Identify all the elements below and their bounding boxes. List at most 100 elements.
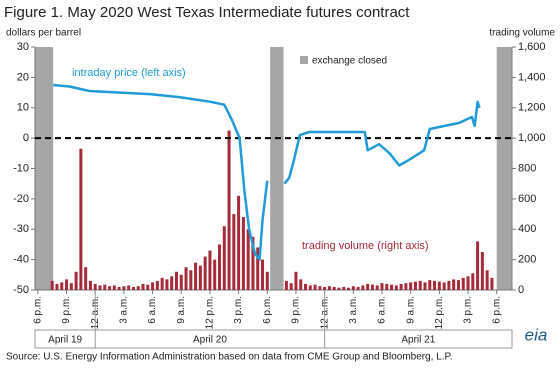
volume-bar bbox=[136, 286, 140, 290]
volume-bar bbox=[146, 284, 150, 290]
volume-bar bbox=[112, 285, 116, 290]
volume-bar bbox=[332, 286, 336, 290]
y-tick-label: 30 bbox=[17, 41, 29, 53]
y-tick-label: -20 bbox=[13, 193, 29, 205]
volume-bar bbox=[485, 270, 489, 290]
volume-bar bbox=[108, 286, 112, 290]
volume-bar bbox=[98, 285, 102, 290]
y2-tick-label: 1,200 bbox=[518, 102, 546, 114]
y2-tick-label: 800 bbox=[518, 162, 536, 174]
volume-bar bbox=[394, 285, 398, 290]
y2-tick-label: 1,000 bbox=[518, 132, 546, 144]
volume-bar bbox=[480, 252, 484, 290]
volume-bar bbox=[423, 282, 427, 290]
closed-band bbox=[496, 47, 512, 290]
volume-bar bbox=[471, 273, 475, 290]
series-annotation: trading volume (right axis) bbox=[302, 240, 429, 252]
chart-title: Figure 1. May 2020 West Texas Intermedia… bbox=[4, 4, 410, 21]
volume-bar bbox=[289, 283, 293, 290]
closed-band bbox=[35, 47, 54, 290]
volume-bar bbox=[222, 226, 226, 290]
x-tick-label: 9 a.m. bbox=[405, 296, 416, 324]
volume-bar bbox=[327, 286, 331, 290]
volume-bar bbox=[194, 262, 198, 290]
x-tick-label: 9 p.m. bbox=[61, 296, 72, 324]
volume-bar bbox=[179, 274, 183, 290]
volume-bar bbox=[375, 285, 379, 290]
price-line bbox=[53, 83, 481, 261]
x-tick-label: 12 p.m. bbox=[205, 296, 216, 329]
volume-bar bbox=[217, 244, 221, 290]
volume-bar bbox=[60, 282, 64, 290]
x-tick-label: 3 a.m. bbox=[348, 296, 359, 324]
volume-bar bbox=[356, 286, 360, 290]
x-tick-label: 9 p.m. bbox=[291, 296, 302, 324]
volume-bar bbox=[461, 277, 465, 290]
closed-band bbox=[270, 47, 284, 290]
x-tick-label: 3 p.m. bbox=[233, 296, 244, 324]
volume-bar bbox=[452, 279, 456, 290]
volume-bar bbox=[151, 282, 155, 290]
volume-bar bbox=[366, 283, 370, 290]
volume-bar bbox=[456, 280, 460, 290]
volume-bar bbox=[428, 280, 432, 290]
x-tick-label: 6 a.m. bbox=[377, 296, 388, 324]
volume-bar bbox=[261, 259, 265, 290]
volume-bar bbox=[165, 279, 169, 290]
volume-bar bbox=[256, 247, 260, 290]
volume-bar bbox=[227, 130, 231, 290]
volume-bar bbox=[122, 286, 126, 290]
volume-bar bbox=[50, 280, 54, 290]
volume-bar bbox=[442, 282, 446, 290]
volume-bar bbox=[88, 280, 92, 290]
x-tick-label: 6 p.m. bbox=[491, 296, 502, 324]
volume-bar bbox=[437, 281, 441, 290]
volume-bar bbox=[399, 283, 403, 290]
volume-bar bbox=[342, 286, 346, 290]
y2-tick-label: 1,400 bbox=[518, 71, 546, 83]
legend-swatch bbox=[300, 56, 308, 64]
volume-bar bbox=[318, 286, 322, 290]
x-tick-label: 12 p.m. bbox=[434, 296, 445, 329]
day-label: April 21 bbox=[401, 335, 435, 346]
volume-bar bbox=[351, 286, 355, 290]
volume-bar bbox=[284, 280, 288, 290]
volume-bar bbox=[237, 195, 241, 290]
series-annotation: intraday price (left axis) bbox=[72, 67, 186, 79]
y-axis-label: dollars per barrel bbox=[6, 28, 81, 39]
x-tick-label: 9 a.m. bbox=[176, 296, 187, 324]
volume-bar bbox=[203, 256, 207, 290]
volume-bar bbox=[304, 283, 308, 290]
y2-tick-label: 0 bbox=[518, 284, 524, 296]
volume-bar bbox=[198, 265, 202, 290]
volume-bar bbox=[155, 280, 159, 290]
day-label: April 19 bbox=[48, 335, 82, 346]
volume-bar bbox=[84, 267, 88, 290]
y-tick-label: -40 bbox=[13, 254, 29, 266]
y-tick-label: 20 bbox=[17, 71, 29, 83]
volume-bar bbox=[246, 229, 250, 290]
volume-bar bbox=[265, 271, 269, 290]
volume-bar bbox=[418, 280, 422, 290]
volume-bar bbox=[294, 271, 298, 290]
volume-bar bbox=[103, 284, 107, 290]
x-tick-label: 6 p.m. bbox=[33, 296, 44, 324]
volume-bar bbox=[160, 277, 164, 290]
volume-bar bbox=[433, 280, 437, 290]
volume-bar bbox=[380, 283, 384, 290]
volume-bar bbox=[404, 283, 408, 290]
volume-bar bbox=[174, 271, 178, 290]
volume-bar bbox=[251, 236, 255, 290]
volume-bar bbox=[409, 282, 413, 290]
volume-bar bbox=[117, 286, 121, 290]
volume-bar bbox=[127, 285, 131, 290]
y2-tick-label: 200 bbox=[518, 254, 536, 266]
volume-bar bbox=[390, 284, 394, 290]
y2-axis-label: trading volume bbox=[489, 28, 555, 39]
volume-bar bbox=[213, 259, 217, 290]
volume-bar bbox=[170, 276, 174, 290]
day-box bbox=[34, 329, 513, 349]
volume-bar bbox=[184, 267, 188, 290]
volume-bar bbox=[413, 281, 417, 290]
